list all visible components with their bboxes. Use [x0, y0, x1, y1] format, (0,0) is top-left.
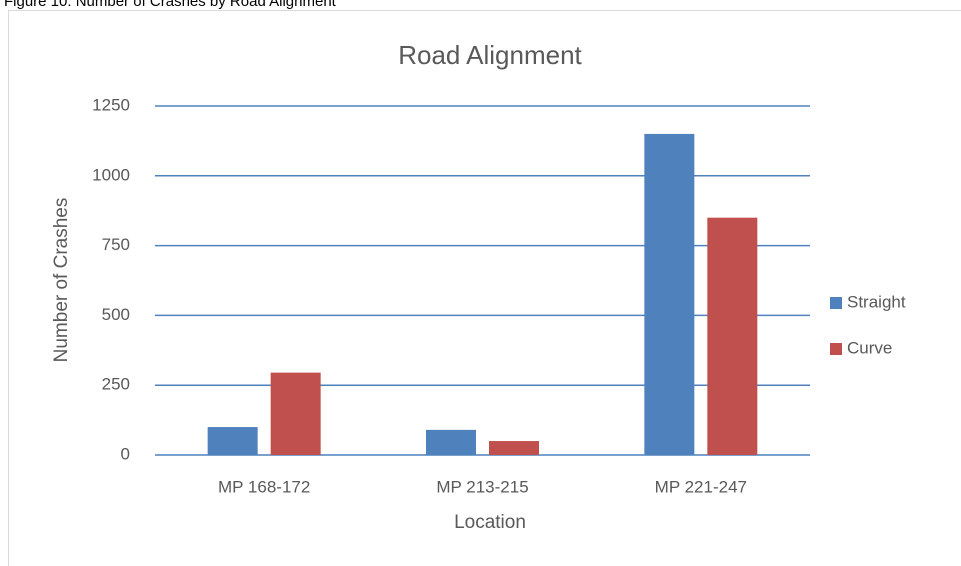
bar — [644, 133, 695, 456]
bar — [489, 441, 539, 455]
chart-title: Road Alignment — [398, 40, 582, 70]
y-tick-label: 1000 — [92, 165, 130, 184]
chart-border — [8, 10, 961, 566]
legend-swatch — [830, 297, 842, 309]
legend-swatch — [830, 343, 842, 355]
y-tick-label: 1250 — [92, 95, 130, 114]
y-axis-label: Number of Crashes — [51, 198, 72, 363]
y-tick-label: 250 — [102, 375, 130, 394]
bar — [707, 217, 758, 455]
x-tick-label: MP 168-172 — [218, 477, 310, 496]
y-tick-label: 500 — [102, 305, 130, 324]
y-tick-label: 0 — [121, 444, 130, 463]
legend-label: Curve — [847, 338, 892, 357]
bar — [426, 429, 476, 455]
bar — [207, 427, 258, 455]
x-tick-label: MP 213-215 — [436, 477, 528, 496]
x-axis-label: Location — [454, 512, 526, 533]
legend-label: Straight — [847, 292, 906, 311]
bar — [270, 372, 321, 455]
y-tick-label: 750 — [102, 235, 130, 254]
x-tick-label: MP 221-247 — [655, 477, 747, 496]
figure-caption: Figure 10: Number of Crashes by Road Ali… — [4, 0, 337, 10]
